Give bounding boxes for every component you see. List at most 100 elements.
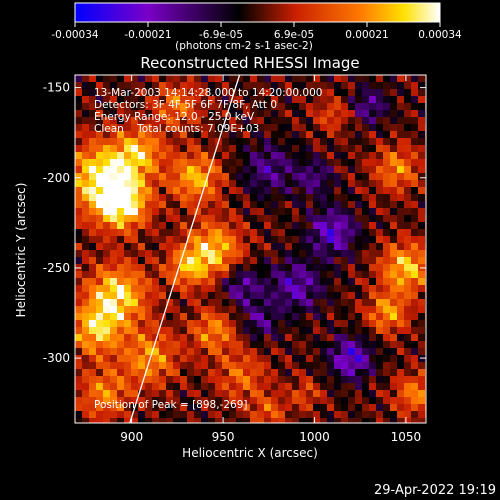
heatmap-cell <box>306 152 313 159</box>
heatmap-cell <box>138 222 145 229</box>
heatmap-cell <box>348 208 355 215</box>
heatmap-cell <box>355 215 362 222</box>
heatmap-cell <box>278 383 285 390</box>
heatmap-cell <box>194 299 201 306</box>
heatmap-cell <box>180 285 187 292</box>
heatmap-cell <box>292 187 299 194</box>
heatmap-cell <box>320 173 327 180</box>
heatmap-cell <box>292 320 299 327</box>
heatmap-cell <box>166 166 173 173</box>
heatmap-cell <box>383 355 390 362</box>
heatmap-cell <box>383 103 390 110</box>
heatmap-cell <box>236 306 243 313</box>
heatmap-cell <box>145 201 152 208</box>
heatmap-cell <box>285 292 292 299</box>
heatmap-cell <box>145 348 152 355</box>
heatmap-cell <box>299 236 306 243</box>
heatmap-cell <box>82 145 89 152</box>
heatmap-cell <box>390 131 397 138</box>
heatmap-cell <box>362 117 369 124</box>
heatmap-cell <box>362 348 369 355</box>
heatmap-cell <box>208 278 215 285</box>
heatmap-cell <box>236 110 243 117</box>
heatmap-cell <box>131 201 138 208</box>
heatmap-cell <box>243 201 250 208</box>
heatmap-cell <box>397 236 404 243</box>
heatmap-cell <box>180 418 187 423</box>
heatmap-cell <box>243 138 250 145</box>
heatmap-cell <box>327 383 334 390</box>
heatmap-cell <box>306 222 313 229</box>
heatmap-cell <box>159 103 166 110</box>
heatmap-cell <box>397 229 404 236</box>
heatmap-cell <box>320 159 327 166</box>
heatmap-cell <box>138 208 145 215</box>
heatmap-cell <box>201 306 208 313</box>
heatmap-cell <box>355 418 362 423</box>
heatmap-cell <box>103 348 110 355</box>
heatmap-cell <box>187 138 194 145</box>
heatmap-cell <box>194 306 201 313</box>
heatmap-cell <box>278 257 285 264</box>
heatmap-cell <box>222 110 229 117</box>
heatmap-cell <box>334 292 341 299</box>
heatmap-cell <box>187 96 194 103</box>
heatmap-cell <box>236 250 243 257</box>
heatmap-cell <box>194 250 201 257</box>
heatmap-cell <box>376 110 383 117</box>
heatmap-cell <box>341 229 348 236</box>
heatmap-cell <box>383 257 390 264</box>
heatmap-cell <box>397 110 404 117</box>
heatmap-cell <box>110 257 117 264</box>
heatmap-cell <box>404 194 411 201</box>
heatmap-cell <box>334 348 341 355</box>
heatmap-cell <box>124 271 131 278</box>
heatmap-cell <box>124 327 131 334</box>
heatmap-cell <box>82 369 89 376</box>
heatmap-cell <box>418 306 425 313</box>
heatmap-cell <box>334 390 341 397</box>
heatmap-cell <box>215 236 222 243</box>
heatmap-cell <box>397 285 404 292</box>
heatmap-cell <box>201 369 208 376</box>
heatmap-cell <box>306 110 313 117</box>
heatmap-cell <box>313 320 320 327</box>
heatmap-cell <box>355 201 362 208</box>
heatmap-cell <box>285 236 292 243</box>
heatmap-cell <box>369 327 376 334</box>
heatmap-cell <box>82 348 89 355</box>
heatmap-cell <box>418 124 425 131</box>
heatmap-cell <box>411 222 418 229</box>
heatmap-cell <box>215 257 222 264</box>
heatmap-cell <box>278 117 285 124</box>
heatmap-cell <box>376 152 383 159</box>
heatmap-cell <box>194 103 201 110</box>
heatmap-cell <box>215 376 222 383</box>
heatmap-cell <box>194 222 201 229</box>
heatmap-cell <box>271 145 278 152</box>
heatmap-cell <box>117 145 124 152</box>
heatmap-cell <box>299 82 306 89</box>
heatmap-cell <box>236 292 243 299</box>
heatmap-cell <box>75 299 82 306</box>
heatmap-cell <box>250 271 257 278</box>
heatmap-cell <box>215 201 222 208</box>
heatmap-cell <box>201 194 208 201</box>
heatmap-cell <box>117 404 124 411</box>
heatmap-cell <box>75 215 82 222</box>
heatmap-cell <box>236 173 243 180</box>
heatmap-cell <box>138 271 145 278</box>
heatmap-cell <box>222 376 229 383</box>
heatmap-cell <box>376 243 383 250</box>
heatmap-cell <box>327 250 334 257</box>
heatmap-cell <box>404 173 411 180</box>
heatmap-cell <box>341 194 348 201</box>
heatmap-cell <box>397 369 404 376</box>
heatmap-cell <box>75 285 82 292</box>
heatmap-cell <box>194 390 201 397</box>
heatmap-cell <box>243 341 250 348</box>
heatmap-cell <box>229 271 236 278</box>
heatmap-cell <box>110 152 117 159</box>
heatmap-cell <box>327 229 334 236</box>
heatmap-cell <box>320 201 327 208</box>
